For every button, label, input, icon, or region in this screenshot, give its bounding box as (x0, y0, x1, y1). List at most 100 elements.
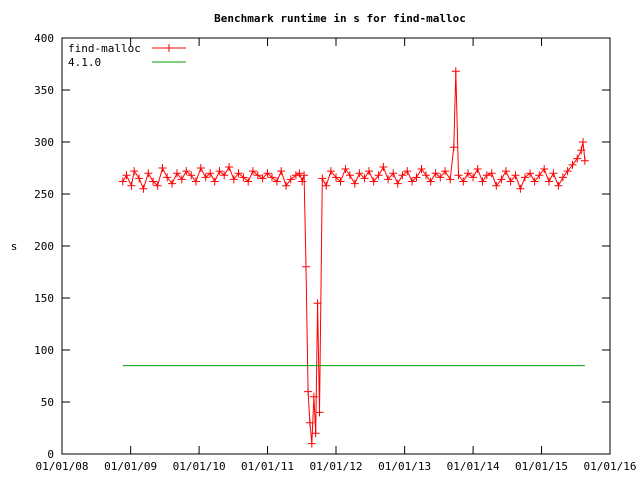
data-point (258, 174, 267, 183)
data-point (248, 167, 257, 176)
data-point (568, 160, 577, 169)
x-tick-label: 01/01/15 (515, 460, 568, 473)
data-point (558, 173, 567, 182)
data-point (158, 164, 167, 172)
data-point (379, 163, 388, 171)
plot-frame (61, 37, 611, 455)
data-point (469, 173, 478, 182)
legend-label-find-malloc: find-malloc (68, 42, 141, 55)
data-point (478, 177, 487, 186)
data-point (300, 171, 309, 180)
data-point (173, 169, 181, 178)
data-point (526, 169, 535, 178)
data-point (580, 156, 589, 165)
data-point (384, 175, 393, 184)
x-tick-label: 01/01/14 (447, 460, 500, 473)
data-point (277, 167, 286, 176)
data-point (318, 174, 327, 183)
data-point (521, 173, 529, 182)
data-point (295, 169, 304, 178)
data-point (291, 171, 300, 180)
data-point (187, 171, 196, 180)
data-point (355, 169, 364, 178)
legend-marker-find-malloc (165, 44, 173, 52)
legend-label-4-1-0: 4.1.0 (68, 56, 101, 69)
data-point (535, 171, 544, 180)
data-point (215, 167, 224, 176)
x-tick-label: 01/01/11 (241, 460, 294, 473)
data-point (118, 177, 127, 186)
data-point (201, 173, 210, 182)
y-tick-label: 250 (34, 188, 54, 201)
data-point (422, 171, 430, 180)
axes: 0 50 100 150 200 250 300 350 400 01/01/08 01/01/09… (34, 32, 636, 473)
data-point (426, 177, 435, 186)
y-tick-label: 300 (34, 136, 54, 149)
data-point (311, 429, 320, 438)
data-point (196, 164, 205, 172)
data-point (487, 169, 496, 178)
data-point (336, 177, 345, 186)
data-point (130, 167, 139, 176)
data-point (412, 173, 421, 182)
data-point (389, 169, 398, 178)
data-point (579, 138, 587, 146)
data-point (403, 167, 412, 176)
x-tick-label: 01/01/13 (378, 460, 431, 473)
data-point (304, 387, 313, 396)
data-point (451, 67, 460, 76)
legend: find-malloc 4.1.0 (68, 42, 186, 69)
data-point (307, 439, 316, 448)
data-point (225, 163, 234, 171)
data-point (144, 169, 153, 178)
data-point (506, 177, 515, 186)
data-point (454, 171, 463, 180)
data-point (263, 169, 272, 178)
data-point (374, 171, 383, 180)
data-point (545, 177, 553, 186)
x-tick-label: 01/01/16 (584, 460, 637, 473)
data-point (360, 174, 369, 183)
data-point (408, 177, 417, 186)
data-point (459, 177, 468, 186)
data-point (253, 171, 262, 180)
data-point (298, 177, 307, 186)
data-point (431, 169, 440, 178)
data-point (163, 173, 172, 182)
data-point (309, 392, 318, 401)
y-tick-label: 100 (34, 344, 54, 357)
data-point (563, 167, 572, 176)
data-point (516, 184, 525, 193)
data-point (501, 167, 510, 176)
data-point (577, 146, 586, 155)
data-point (497, 175, 506, 184)
data-point (449, 143, 458, 152)
data-point (127, 181, 136, 190)
data-point (398, 171, 407, 180)
x-tick-label: 01/01/12 (310, 460, 363, 473)
data-point (302, 262, 310, 271)
data-point (168, 179, 177, 188)
data-point (482, 171, 491, 180)
data-point (554, 181, 563, 190)
data-point (573, 154, 582, 163)
data-point (139, 184, 148, 193)
data-point (268, 173, 276, 182)
data-point (182, 167, 191, 176)
y-tick-label: 200 (34, 240, 54, 253)
x-tick-label: 01/01/10 (173, 460, 226, 473)
data-point (530, 177, 539, 186)
y-axis-label: s (11, 240, 18, 253)
y-tick-label: 50 (41, 396, 54, 409)
data-point (341, 165, 350, 173)
data-point (365, 167, 373, 176)
y-tick-label: 150 (34, 292, 54, 305)
data-point (153, 181, 162, 190)
data-point (345, 171, 354, 180)
data-point (282, 181, 291, 190)
data-point (244, 177, 253, 186)
plot-area (118, 67, 589, 448)
series-line-find-malloc (122, 71, 586, 444)
x-tick-label: 01/01/09 (104, 460, 157, 473)
data-point (122, 171, 131, 180)
